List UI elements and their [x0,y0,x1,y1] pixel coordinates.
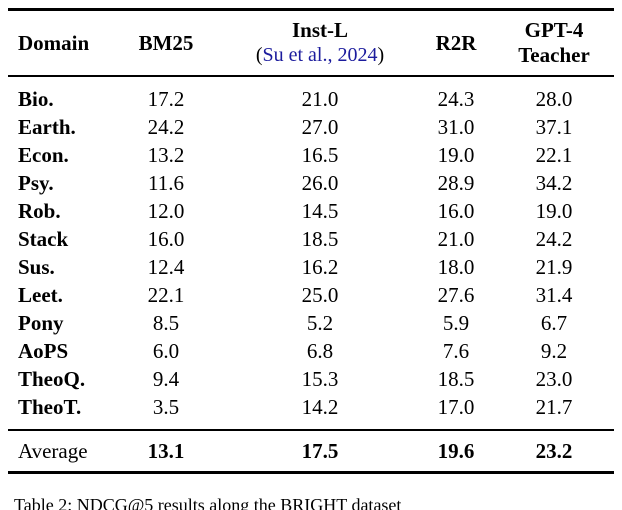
cell-value: 8.5 [152,311,180,335]
table-row: TheoT. 3.5 14.2 17.0 21.7 [8,393,614,421]
average-value: 19.6 [437,439,475,463]
paren-close: ) [377,44,385,66]
cell-value: 17.0 [437,395,475,419]
citation-link[interactable]: Su et al., 2024 [262,44,378,66]
average-value: 17.5 [301,439,339,463]
cell-value: 6.7 [540,311,568,335]
col-header-bm25: BM25 [138,31,194,55]
cell-value: 27.6 [437,283,475,307]
row-domain-label: TheoT. [18,395,82,419]
cell-value: 23.0 [535,367,573,391]
cell-value: 6.0 [152,339,180,363]
col-header-domain: Domain [18,31,90,55]
cell-value: 11.6 [148,171,184,195]
cell-value: 3.5 [152,395,180,419]
cell-value: 17.2 [147,87,185,111]
table-body: Bio. 17.2 21.0 24.3 28.0 Earth. 24.2 27.… [8,77,614,429]
table-row: TheoQ. 9.4 15.3 18.5 23.0 [8,365,614,393]
cell-value: 14.2 [301,395,339,419]
row-domain-label: Stack [18,227,69,251]
cell-value: 16.0 [147,227,185,251]
cell-value: 16.5 [301,143,339,167]
cell-value: 18.5 [301,227,339,251]
cell-value: 19.0 [437,143,475,167]
row-domain-label: Psy. [18,171,54,195]
cell-value: 5.2 [306,311,334,335]
table-row: AoPS 6.0 6.8 7.6 9.2 [8,337,614,365]
cell-value: 34.2 [535,171,573,195]
cell-value: 13.2 [147,143,185,167]
average-value: 23.2 [535,439,573,463]
average-rule [8,429,614,431]
gpt4-label-line2: Teacher [518,43,590,67]
cell-value: 5.9 [442,311,470,335]
cell-value: 15.3 [301,367,339,391]
cell-value: 24.3 [437,87,475,111]
cell-value: 21.0 [437,227,475,251]
cell-value: 12.0 [147,199,185,223]
cell-value: 21.7 [535,395,573,419]
row-domain-label: AoPS [18,339,69,363]
cell-value: 18.0 [437,255,475,279]
inst-l-citation-line: (Su et al., 2024) [222,43,418,68]
average-value: 13.1 [147,439,185,463]
cell-value: 9.2 [540,339,568,363]
results-table: Domain BM25 Inst-L (Su et al., 2024) R2R… [8,8,614,474]
col-header-inst-l: Inst-L (Su et al., 2024) [222,18,418,68]
cell-value: 22.1 [535,143,573,167]
average-label: Average [18,439,88,463]
gpt4-label-line1: GPT-4 [524,18,584,42]
table-row: Econ. 13.2 16.5 19.0 22.1 [8,141,614,169]
table-row: Bio. 17.2 21.0 24.3 28.0 [8,85,614,113]
cell-value: 31.0 [437,115,475,139]
table-row: Sus. 12.4 16.2 18.0 21.9 [8,253,614,281]
table-row: Earth. 24.2 27.0 31.0 37.1 [8,113,614,141]
table-row: Stack 16.0 18.5 21.0 24.2 [8,225,614,253]
table-row: Rob. 12.0 14.5 16.0 19.0 [8,197,614,225]
col-header-gpt4-teacher: GPT-4 Teacher [494,18,614,68]
paren-open: ( [255,44,263,66]
row-domain-label: TheoQ. [18,367,86,391]
row-domain-label: Bio. [18,87,54,111]
cell-value: 12.4 [147,255,185,279]
row-domain-label: Earth. [18,115,76,139]
table-row: Psy. 11.6 26.0 28.9 34.2 [8,169,614,197]
cell-value: 31.4 [535,283,573,307]
cell-value: 21.0 [301,87,339,111]
cell-value: 27.0 [301,115,339,139]
inst-l-label: Inst-L [291,18,349,42]
average-row: Average 13.1 17.5 19.6 23.2 [8,431,614,471]
bottom-rule [8,471,614,474]
cell-value: 16.2 [301,255,339,279]
cell-value: 6.8 [306,339,334,363]
cell-value: 16.0 [437,199,475,223]
cell-value: 25.0 [301,283,339,307]
row-domain-label: Rob. [18,199,61,223]
cell-value: 9.4 [152,367,180,391]
cell-value: 21.9 [535,255,573,279]
row-domain-label: Leet. [18,283,63,307]
table-row: Pony 8.5 5.2 5.9 6.7 [8,309,614,337]
col-header-r2r: R2R [435,31,477,55]
cell-value: 19.0 [535,199,573,223]
cell-value: 14.5 [301,199,339,223]
cell-value: 28.9 [437,171,475,195]
cell-value: 24.2 [147,115,185,139]
top-rule [8,8,614,11]
cell-value: 22.1 [147,283,185,307]
cell-value: 37.1 [535,115,573,139]
cell-value: 24.2 [535,227,573,251]
header-rule [8,75,614,77]
row-domain-label: Sus. [18,255,55,279]
header-row: Domain BM25 Inst-L (Su et al., 2024) R2R… [8,11,614,75]
row-domain-label: Econ. [18,143,69,167]
cell-value: 28.0 [535,87,573,111]
table-caption: Table 2: NDCG@5 results along the BRIGHT… [14,495,402,510]
cell-value: 7.6 [442,339,470,363]
table-row: Leet. 22.1 25.0 27.6 31.4 [8,281,614,309]
cell-value: 26.0 [301,171,339,195]
row-domain-label: Pony [18,311,64,335]
cell-value: 18.5 [437,367,475,391]
